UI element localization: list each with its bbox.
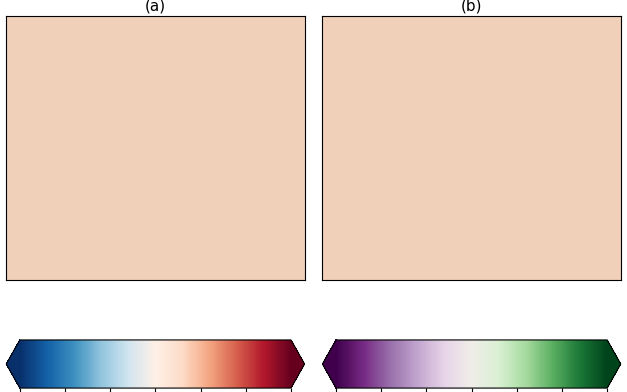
PathPatch shape [607,340,621,388]
PathPatch shape [291,340,305,388]
PathPatch shape [6,340,20,388]
PathPatch shape [322,340,336,388]
Title: (a): (a) [145,0,166,13]
Title: (b): (b) [461,0,482,13]
